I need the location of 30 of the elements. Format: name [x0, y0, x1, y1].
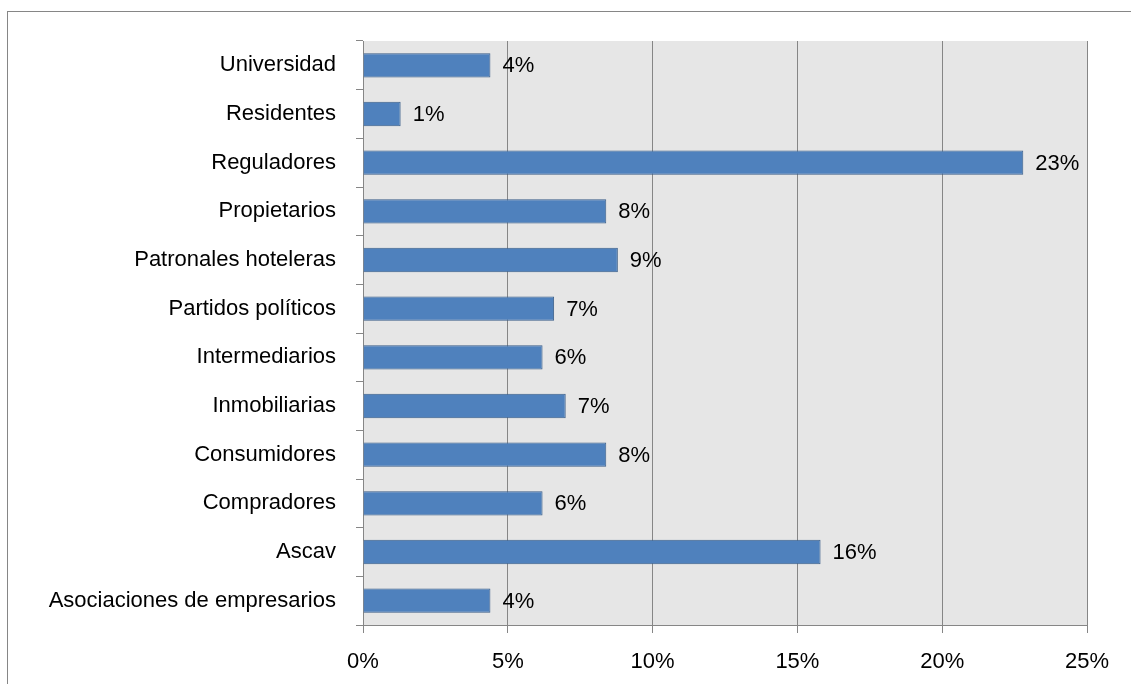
y-tick-label: Universidad [219, 51, 336, 77]
data-label: 9% [629, 247, 662, 273]
x-tick-label: 0% [347, 648, 379, 674]
data-label: 23% [1035, 149, 1080, 175]
data-label: 4% [502, 587, 535, 613]
x-tick-label: 15% [775, 648, 820, 674]
data-label: 1% [412, 101, 445, 127]
y-tick-label: Intermediarios [196, 343, 336, 369]
y-tick-label: Inmobiliarias [212, 392, 336, 418]
data-label: 6% [554, 490, 587, 516]
y-tick-label: Consumidores [194, 440, 336, 466]
data-label: 8% [618, 441, 651, 467]
y-tick-label: Reguladores [211, 148, 336, 174]
x-tick-label: 20% [920, 648, 965, 674]
y-tick-label: Ascav [276, 538, 336, 564]
data-label: 16% [832, 539, 877, 565]
data-label: 7% [577, 393, 610, 419]
y-tick-label: Partidos políticos [168, 294, 336, 320]
x-tick-label: 5% [491, 648, 524, 674]
data-label: 4% [502, 52, 535, 78]
x-tick-label: 25% [1064, 648, 1110, 674]
y-tick-label: Propietarios [218, 197, 336, 223]
y-tick-label: Patronales hoteleras [134, 246, 336, 272]
y-tick-label: Compradores [202, 489, 336, 515]
x-tick-label: 10% [630, 648, 675, 674]
data-label: 7% [566, 295, 598, 321]
data-label: 8% [618, 198, 651, 224]
y-tick-label: Asociaciones de empresarios [48, 586, 336, 612]
data-label: 6% [554, 344, 587, 370]
y-tick-label: Residentes [225, 100, 336, 126]
